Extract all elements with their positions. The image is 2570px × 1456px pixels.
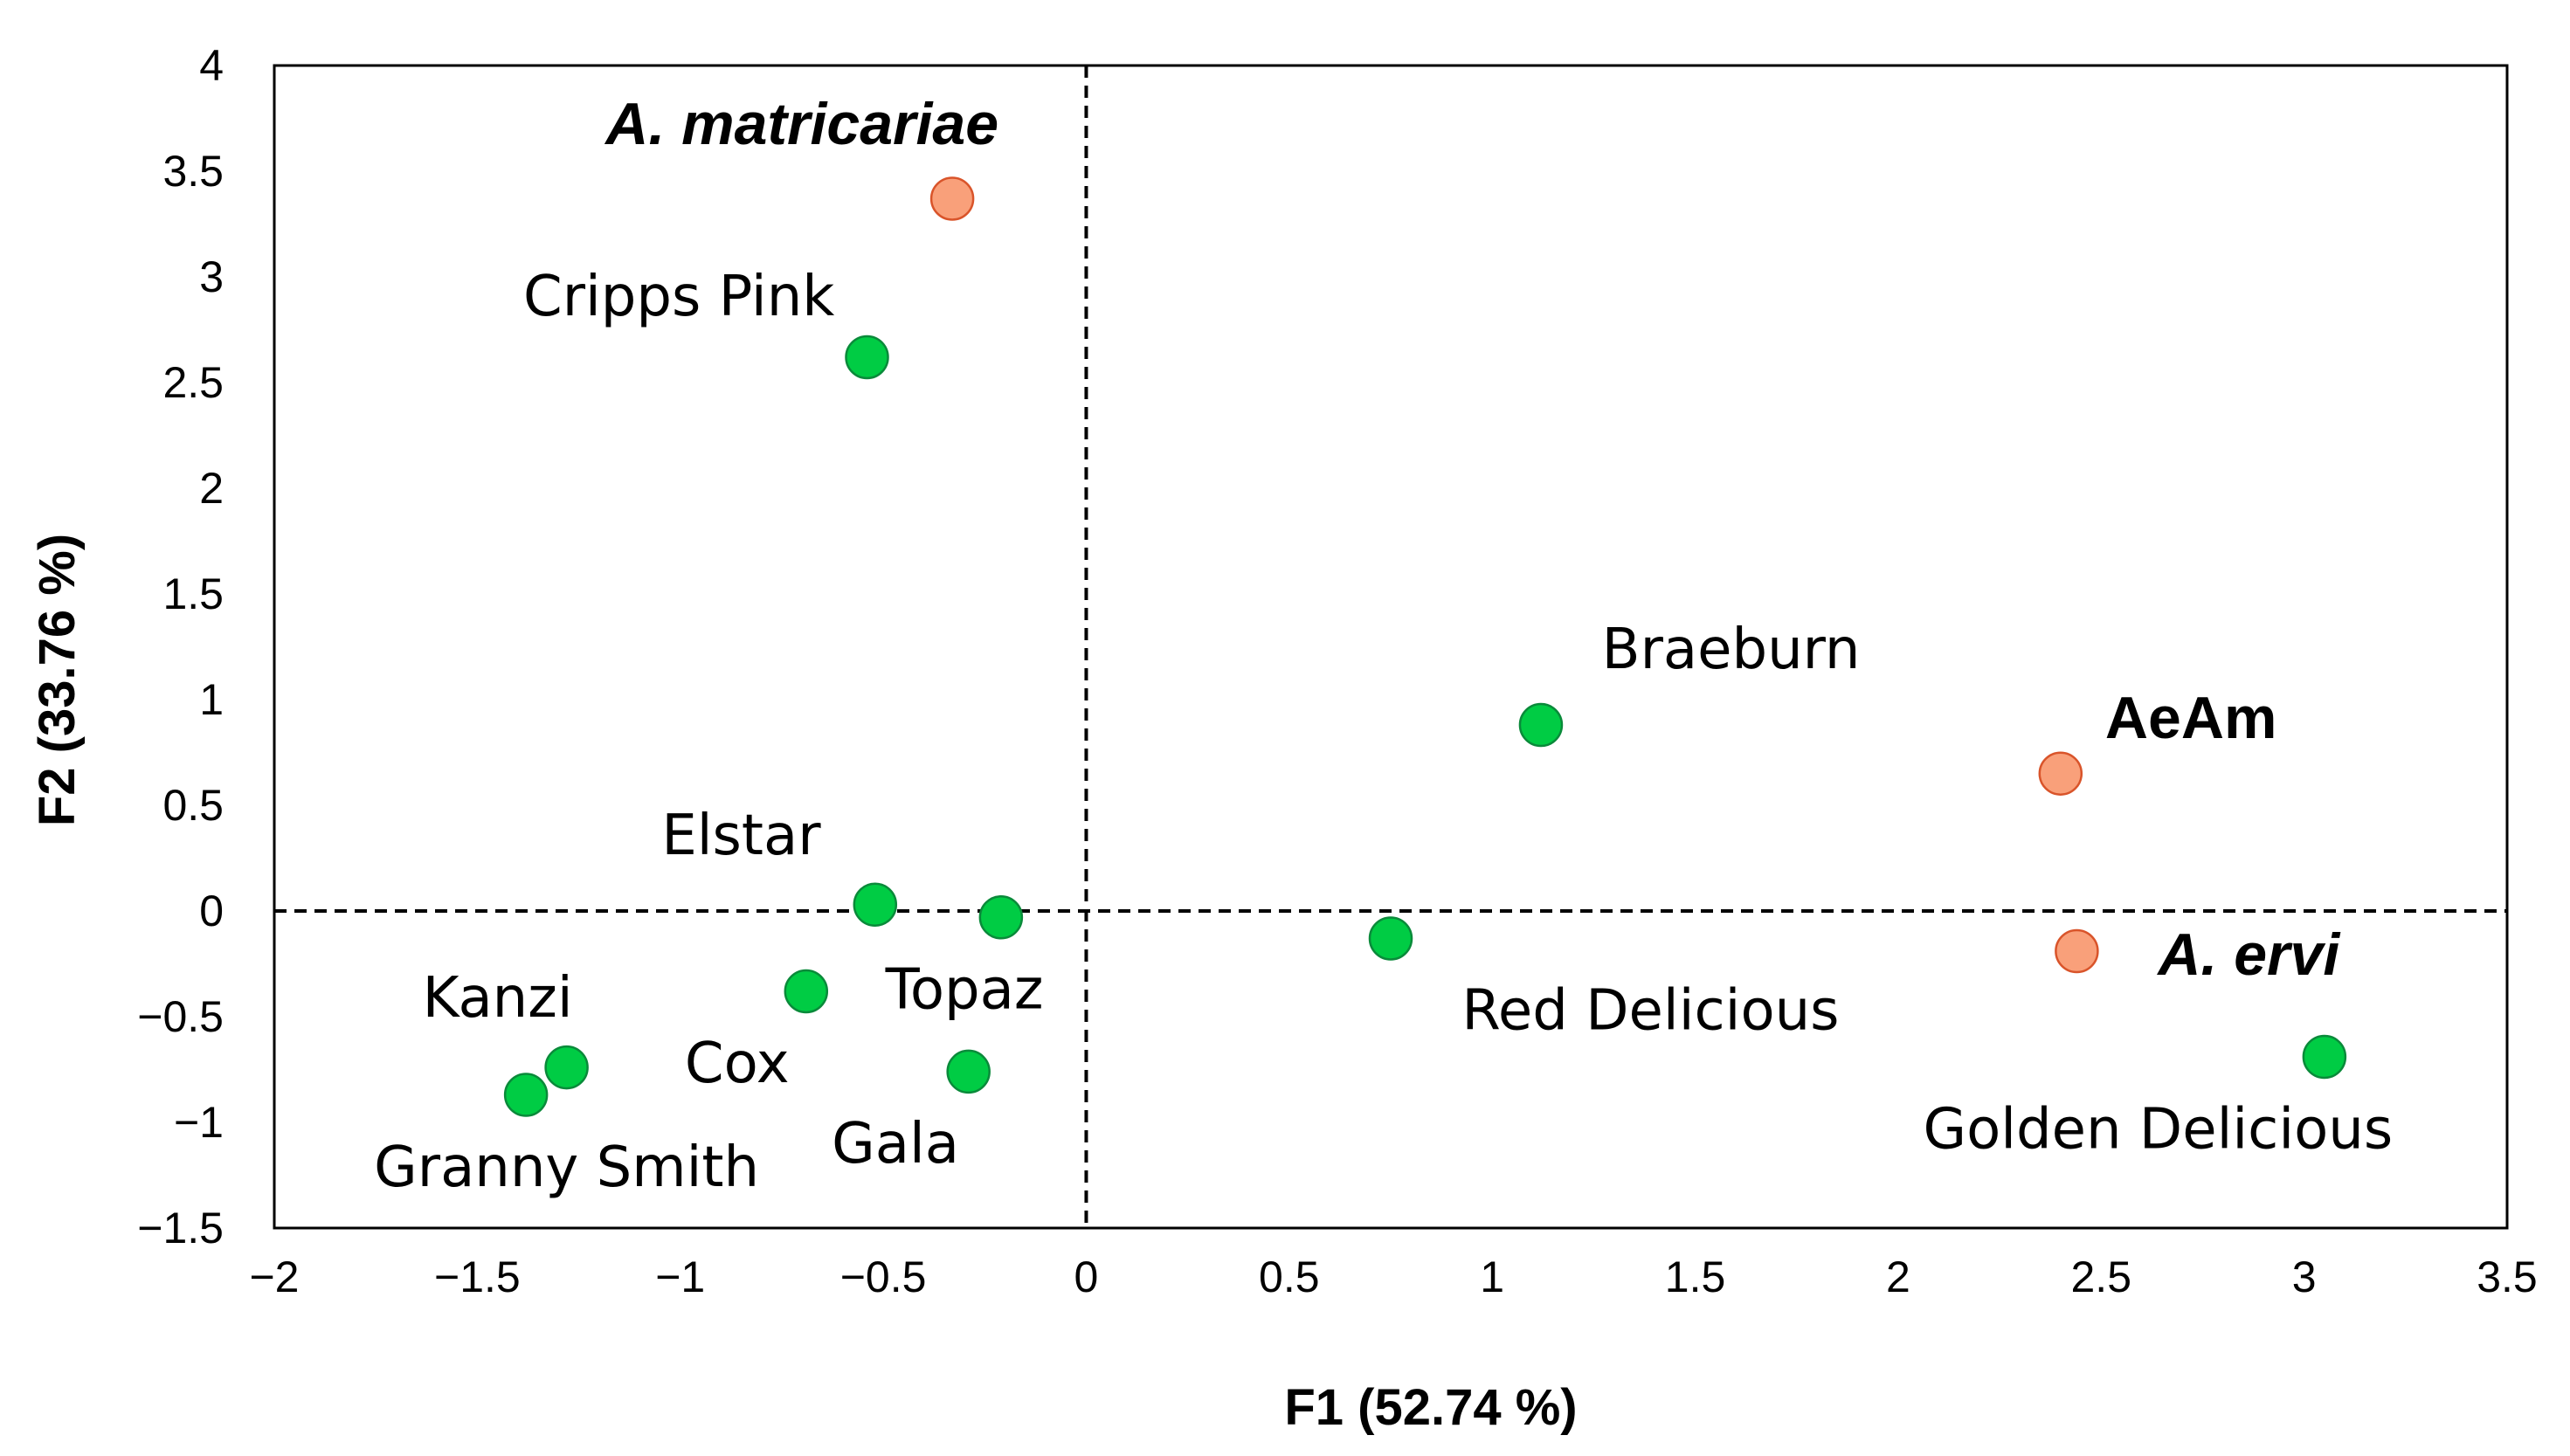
point-cox [784,969,829,1014]
x-tick-label: 3.5 [2477,1252,2538,1301]
x-tick-label: 1 [1480,1252,1504,1301]
x-tick-label: −1 [655,1252,705,1301]
x-tick-label: 2.5 [2071,1252,2132,1301]
label-cripps-pink: Cripps Pink [523,265,834,329]
point-elstar [853,882,898,927]
point-aeam [2038,751,2083,796]
point-a-matricariae [929,176,975,221]
point-gala [946,1049,991,1094]
x-tick-label: 0.5 [1259,1252,1320,1301]
x-tick-label: −0.5 [840,1252,927,1301]
x-axis-ticks: −2 −1.5 −1 −0.5 0 0.5 1 1.5 2 2.5 3 3.5 [249,1252,2537,1301]
label-a-ervi: A. ervi [2156,921,2341,988]
label-braeburn: Braeburn [1602,618,1861,682]
y-tick-label: −1.5 [137,1204,224,1252]
y-tick-label: −0.5 [137,992,224,1041]
x-tick-label: −1.5 [434,1252,521,1301]
point-kanzi [544,1045,589,1090]
y-axis-title: F2 (33.76 %) [29,534,86,826]
y-tick-label: 3.5 [162,147,224,196]
point-cripps-pink [845,335,889,380]
label-golden-delicious: Golden Delicious [1923,1097,2393,1162]
point-braeburn [1518,702,1564,748]
y-tick-label: 2.5 [162,358,224,407]
point-golden-delicious [2302,1034,2347,1080]
plot-area-frame [273,64,2509,1230]
x-tick-label: 3 [2292,1252,2317,1301]
label-elstar: Elstar [661,804,821,868]
label-topaz: Topaz [885,958,1044,1023]
y-tick-label: 2 [199,464,224,513]
label-kanzi: Kanzi [423,966,573,1031]
y-tick-label: 1 [199,675,224,724]
label-aeam: AeAm [2105,685,2277,751]
x-tick-label: 0 [1074,1252,1099,1301]
y-tick-label: 3 [199,252,224,301]
y-tick-label: 4 [199,41,224,90]
label-gala: Gala [832,1112,959,1177]
point-labels: Cripps Pink Braeburn Elstar Topaz Red Delici… [374,91,2393,1200]
data-points [503,176,2347,1117]
reference-lines [274,66,2507,1228]
point-a-ervi [2055,928,2099,974]
y-tick-label: 0.5 [162,781,224,830]
label-a-matricariae: A. matricariae [604,91,998,157]
label-red-delicious: Red Delicious [1461,979,1839,1044]
label-cox: Cox [685,1032,790,1096]
x-tick-label: 2 [1886,1252,1910,1301]
y-axis-ticks: −1.5 −1 −0.5 0 0.5 1 1.5 2 2.5 3 3.5 4 [137,41,224,1252]
x-axis-title: F1 (52.74 %) [1284,1379,1577,1436]
x-tick-label: 1.5 [1665,1252,1726,1301]
label-granny-smith: Granny Smith [374,1135,759,1200]
point-granny-smith [503,1073,549,1117]
x-tick-label: −2 [249,1252,299,1301]
point-topaz [978,895,1024,940]
y-tick-label: −1 [174,1098,224,1147]
y-tick-label: 0 [199,887,224,935]
point-red-delicious [1368,916,1413,961]
y-tick-label: 1.5 [162,569,224,618]
